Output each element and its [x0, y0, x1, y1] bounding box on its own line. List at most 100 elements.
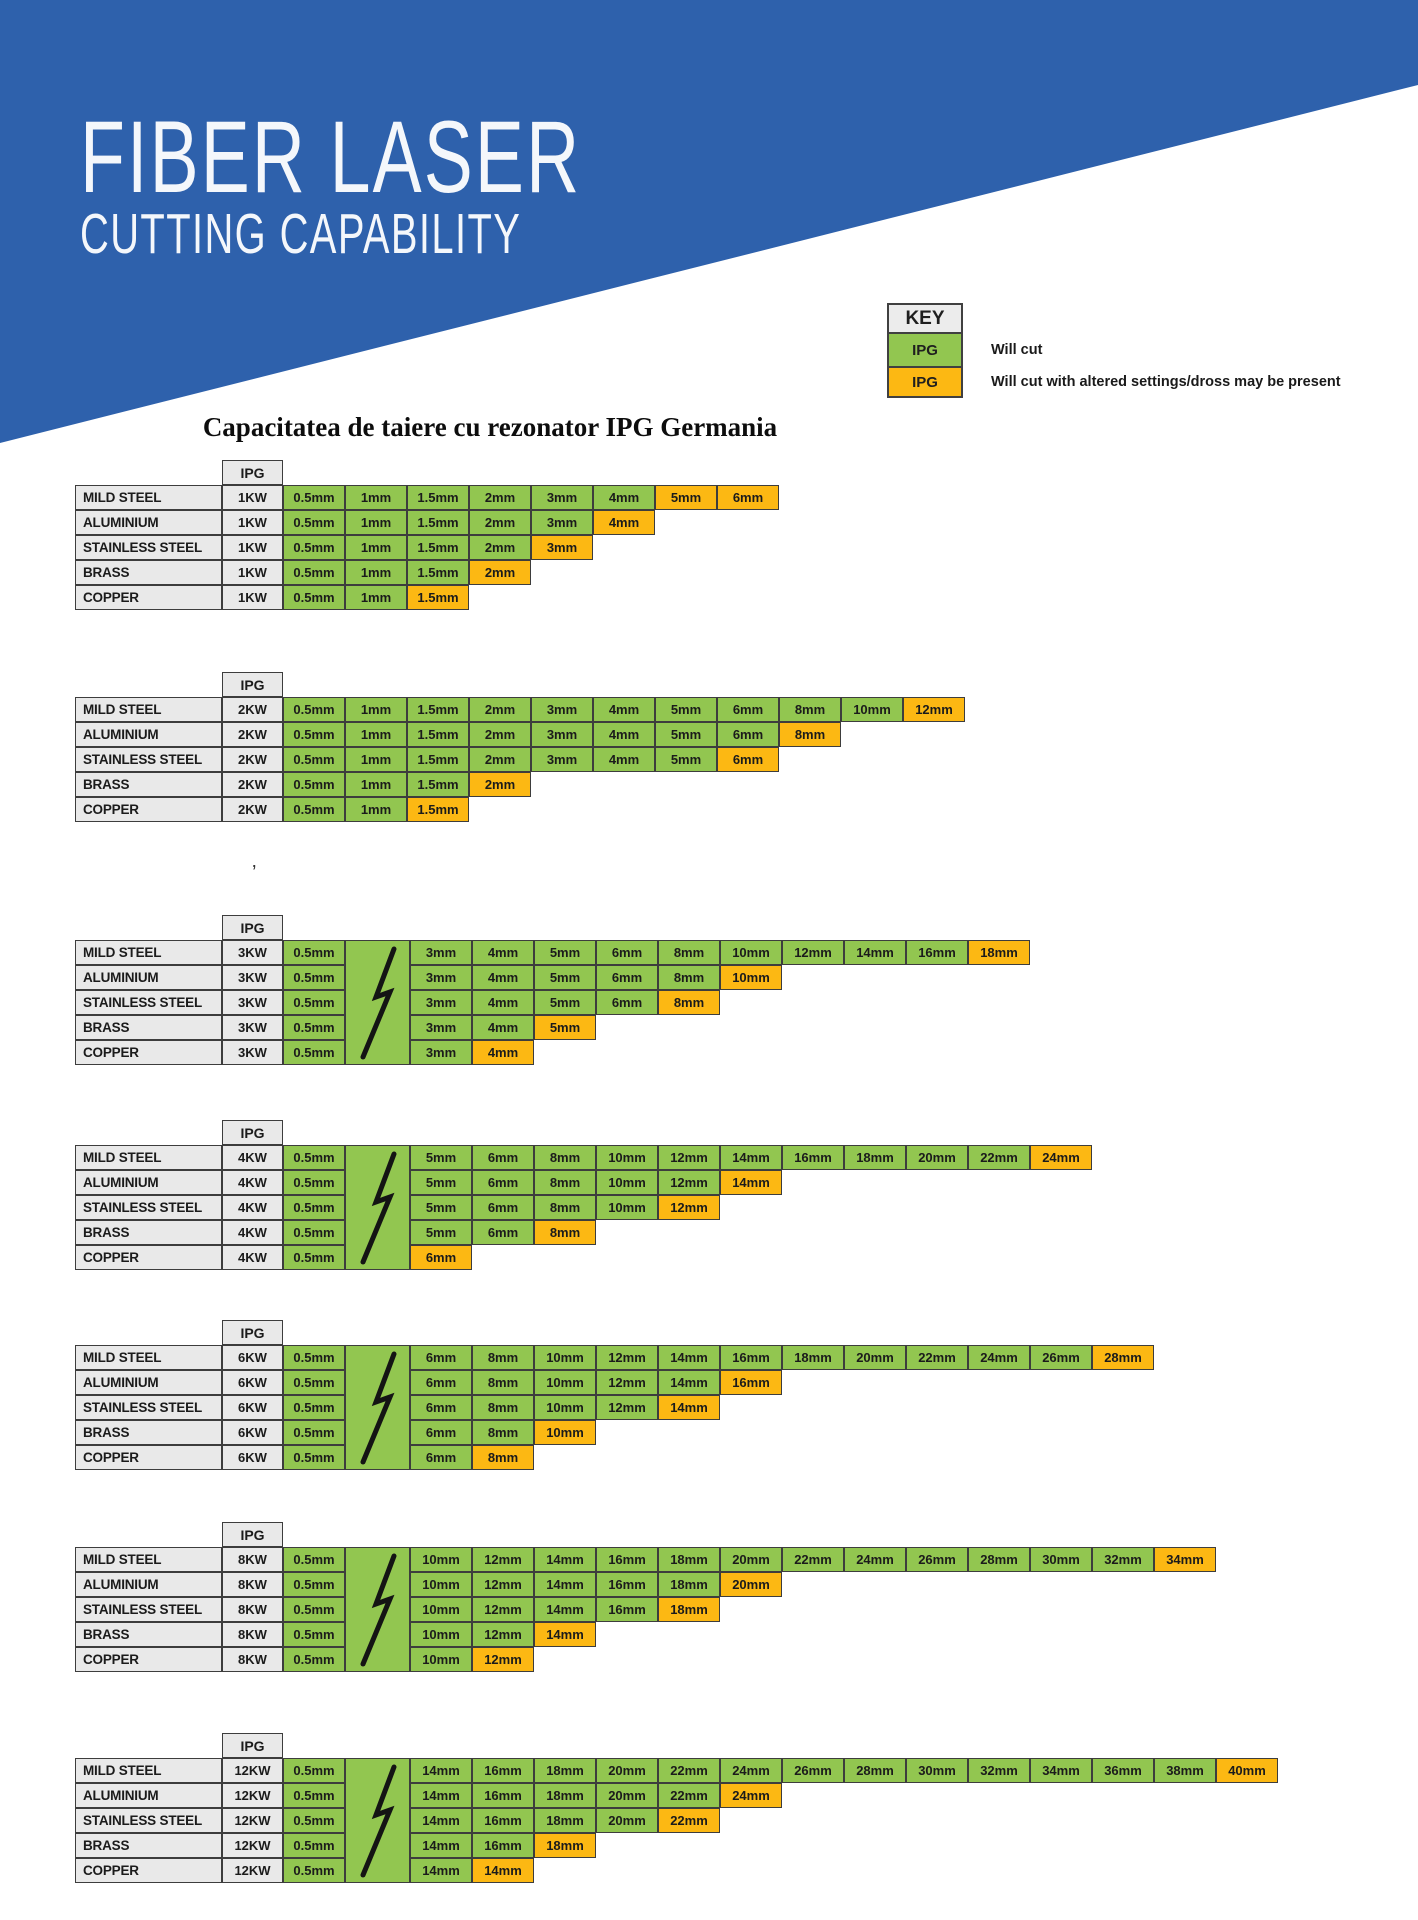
capacity-cell: 3mm	[531, 697, 593, 722]
capacity-cell: 1mm	[345, 772, 407, 797]
capacity-cell: 12mm	[472, 1547, 534, 1572]
capacity-cell: 0.5mm	[283, 560, 345, 585]
power-cell: 1KW	[222, 485, 283, 510]
capacity-cell: 12mm	[658, 1145, 720, 1170]
power-cell: 8KW	[222, 1572, 283, 1597]
capacity-cell: 12mm	[658, 1170, 720, 1195]
material-label-cell: BRASS	[75, 1622, 222, 1647]
capacity-cell: 12mm	[658, 1195, 720, 1220]
capacity-cell: 3mm	[531, 535, 593, 560]
power-cell: 3KW	[222, 990, 283, 1015]
capacity-cell: 22mm	[968, 1145, 1030, 1170]
capacity-cell: 0.5mm	[283, 940, 345, 965]
key-swatch-altered-settings: IPG	[887, 366, 963, 398]
capacity-cell: 16mm	[906, 940, 968, 965]
material-label-cell: BRASS	[75, 1833, 222, 1858]
capacity-cell: 14mm	[410, 1858, 472, 1883]
capacity-cell: 14mm	[410, 1758, 472, 1783]
power-cell: 2KW	[222, 697, 283, 722]
power-cell: 6KW	[222, 1445, 283, 1470]
capacity-cell: 34mm	[1030, 1758, 1092, 1783]
material-label-cell: ALUMINIUM	[75, 510, 222, 535]
capacity-cell: 4mm	[593, 697, 655, 722]
power-cell: 12KW	[222, 1758, 283, 1783]
capacity-cell: 28mm	[1092, 1345, 1154, 1370]
capacity-cell: 2mm	[469, 772, 531, 797]
stray-apostrophe: ’	[252, 862, 257, 884]
capacity-cell: 8mm	[779, 697, 841, 722]
material-label-cell: MILD STEEL	[75, 1547, 222, 1572]
capacity-cell: 5mm	[534, 990, 596, 1015]
capacity-cell: 24mm	[844, 1547, 906, 1572]
capacity-cell: 8mm	[472, 1395, 534, 1420]
capacity-cell: 0.5mm	[283, 747, 345, 772]
page-title: FIBER LASER	[80, 100, 582, 214]
capacity-cell: 2mm	[469, 510, 531, 535]
power-cell: 4KW	[222, 1170, 283, 1195]
capacity-cell: 6mm	[596, 990, 658, 1015]
capacity-cell: 10mm	[596, 1170, 658, 1195]
capacity-cell: 30mm	[1030, 1547, 1092, 1572]
capacity-cell: 1.5mm	[407, 585, 469, 610]
capacity-cell: 3mm	[531, 485, 593, 510]
capacity-cell: 16mm	[782, 1145, 844, 1170]
power-cell: 2KW	[222, 772, 283, 797]
capacity-cell: 0.5mm	[283, 1758, 345, 1783]
capacity-cell: 10mm	[410, 1572, 472, 1597]
capacity-cell: 2mm	[469, 560, 531, 585]
ipg-column-header: IPG	[222, 1522, 283, 1547]
ipg-column-header: IPG	[222, 915, 283, 940]
page-subtitle: CUTTING CAPABILITY	[80, 202, 522, 266]
capacity-cell: 8mm	[472, 1370, 534, 1395]
power-cell: 4KW	[222, 1245, 283, 1270]
capacity-cell: 8mm	[534, 1220, 596, 1245]
key-title: KEY	[887, 303, 963, 334]
capacity-cell: 26mm	[782, 1758, 844, 1783]
power-cell: 8KW	[222, 1597, 283, 1622]
capacity-cell: 5mm	[655, 485, 717, 510]
material-label-cell: BRASS	[75, 772, 222, 797]
capacity-cell: 3mm	[531, 722, 593, 747]
capacity-cell: 0.5mm	[283, 697, 345, 722]
capacity-cell: 16mm	[596, 1547, 658, 1572]
capacity-cell: 6mm	[717, 485, 779, 510]
capacity-cell: 1mm	[345, 797, 407, 822]
capacity-cell: 22mm	[658, 1808, 720, 1833]
material-label-cell: MILD STEEL	[75, 940, 222, 965]
capacity-cell: 6mm	[410, 1370, 472, 1395]
section-title: Capacitatea de taiere cu rezonator IPG G…	[202, 412, 778, 442]
material-label-cell: BRASS	[75, 560, 222, 585]
material-label-cell: STAINLESS STEEL	[75, 535, 222, 560]
capacity-cell: 10mm	[596, 1195, 658, 1220]
power-cell: 6KW	[222, 1395, 283, 1420]
capacity-cell: 12mm	[472, 1622, 534, 1647]
capacity-cell: 0.5mm	[283, 1245, 345, 1270]
capacity-cell: 12mm	[903, 697, 965, 722]
capacity-cell: 20mm	[720, 1547, 782, 1572]
power-cell: 4KW	[222, 1145, 283, 1170]
capacity-cell: 0.5mm	[283, 1622, 345, 1647]
ipg-column-header: IPG	[222, 672, 283, 697]
capacity-cell: 8mm	[534, 1145, 596, 1170]
capacity-cell: 1mm	[345, 585, 407, 610]
capacity-cell: 8mm	[534, 1195, 596, 1220]
capacity-cell: 28mm	[968, 1547, 1030, 1572]
capacity-cell: 20mm	[596, 1783, 658, 1808]
power-cell: 3KW	[222, 940, 283, 965]
lightning-bolt-icon	[360, 1151, 397, 1265]
capacity-cell: 22mm	[658, 1783, 720, 1808]
capacity-cell: 0.5mm	[283, 1647, 345, 1672]
capacity-cell: 1.5mm	[407, 697, 469, 722]
capacity-cell: 0.5mm	[283, 1395, 345, 1420]
capacity-cell: 10mm	[410, 1547, 472, 1572]
capacity-cell: 14mm	[720, 1145, 782, 1170]
capacity-cell: 14mm	[658, 1345, 720, 1370]
capacity-cell: 20mm	[844, 1345, 906, 1370]
capacity-cell: 0.5mm	[283, 990, 345, 1015]
power-cell: 4KW	[222, 1195, 283, 1220]
capacity-cell: 6mm	[596, 965, 658, 990]
power-cell: 6KW	[222, 1345, 283, 1370]
capacity-cell: 6mm	[410, 1245, 472, 1270]
capacity-cell: 8mm	[658, 990, 720, 1015]
bolt-cell	[345, 1758, 410, 1883]
